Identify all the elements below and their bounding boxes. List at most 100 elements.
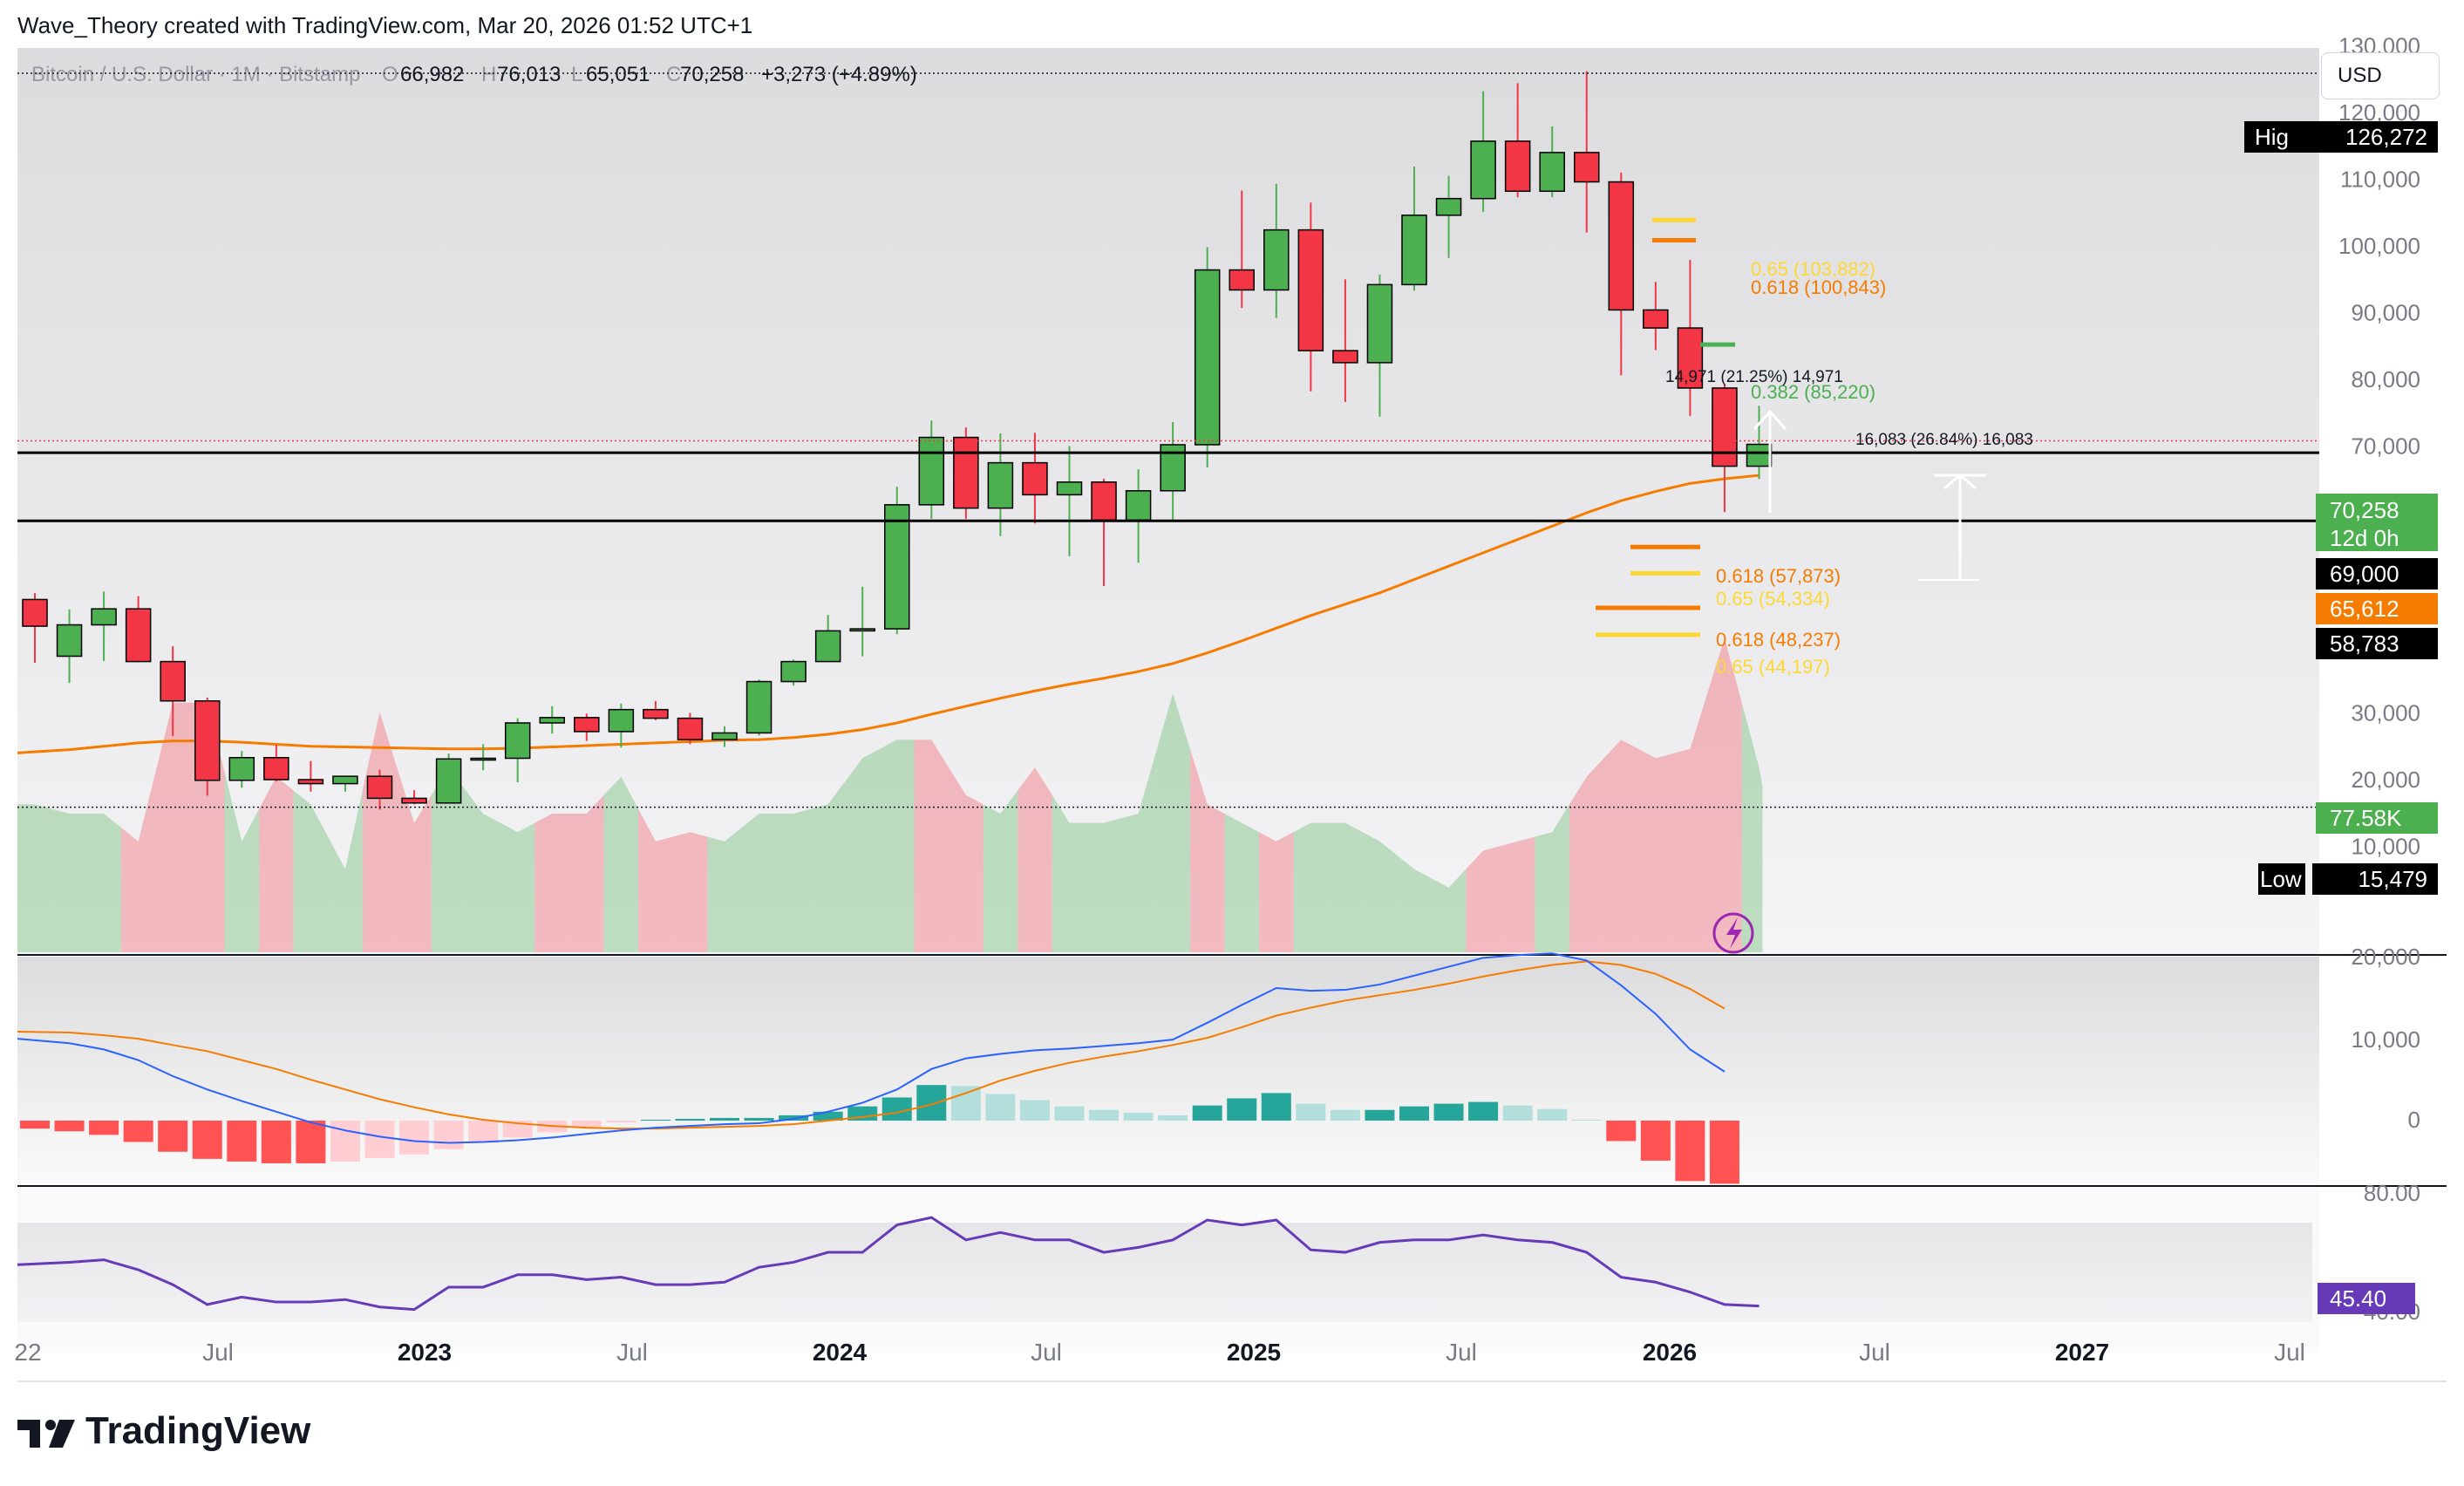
- macd-histogram-bar: [1227, 1098, 1257, 1121]
- volume-segment: [949, 767, 984, 952]
- volume-segment: [776, 808, 811, 952]
- price-tick-label: 30,000: [2351, 700, 2420, 726]
- time-axis-label: 2024: [813, 1339, 868, 1366]
- volume-segment: [120, 772, 156, 952]
- macd-histogram-bar: [330, 1121, 360, 1162]
- macd-histogram-bar: [1571, 1119, 1602, 1121]
- symbol-label: Bitcoin / U.S. Dollar · 1M · Bitstamp: [31, 63, 360, 86]
- drawing-overlay[interactable]: 0.65 (103,882)0.618 (100,843) 0.382 (85,2…: [17, 72, 2319, 808]
- price-tick-label: 110,000: [2340, 167, 2420, 193]
- volume-segment: [51, 808, 87, 952]
- candle-body: [1677, 327, 1704, 389]
- candle: [987, 433, 1014, 536]
- volume-segment: [155, 702, 190, 952]
- macd-histogram-bar: [1019, 1100, 1050, 1121]
- close-value: 70,258: [680, 63, 744, 86]
- level-58783-tag: [2316, 628, 2438, 659]
- rsi-value: 45.40: [2330, 1285, 2386, 1312]
- moving-average: [17, 474, 1760, 754]
- candle: [1229, 190, 1255, 309]
- price-tick-label: 90,000: [2351, 300, 2420, 326]
- volume-segment: [914, 740, 950, 952]
- brand-name: TradingView: [85, 1409, 311, 1452]
- candle-body: [1056, 481, 1083, 496]
- candle: [125, 596, 152, 663]
- volume-segment: [17, 804, 52, 952]
- candle: [1574, 71, 1600, 233]
- candle: [677, 712, 704, 745]
- open-value: 66,982: [400, 63, 464, 86]
- candle: [1504, 83, 1531, 198]
- main-pane-bg: [17, 48, 2319, 955]
- volume-segment: [1018, 767, 1052, 952]
- volume-segment: [362, 712, 398, 952]
- volume-segment: [1638, 748, 1673, 952]
- candle-body: [987, 461, 1014, 509]
- volume-segment: [1603, 740, 1639, 952]
- candle: [1022, 433, 1048, 524]
- time-axis-label: 2026: [1643, 1339, 1697, 1366]
- candle-body: [1297, 228, 1324, 351]
- bolt-icon[interactable]: [1712, 912, 1754, 954]
- volume-segment: [1259, 832, 1294, 952]
- candle: [1091, 478, 1117, 587]
- macd-histogram-bar: [89, 1121, 119, 1135]
- candle-body: [884, 504, 910, 630]
- macd-histogram-bar: [1433, 1103, 1464, 1121]
- volume-segment: [879, 740, 915, 952]
- macd-histogram-bar: [296, 1121, 326, 1163]
- candle-body: [711, 732, 738, 740]
- macd-histogram-bar: [1502, 1105, 1533, 1121]
- macd-histogram-bar: [1296, 1103, 1326, 1121]
- price-scale[interactable]: 130,000120,000110,000100,00090,00080,000…: [2244, 33, 2438, 1326]
- volume-segment: [500, 822, 535, 952]
- candle-body: [1229, 269, 1255, 291]
- candle-body: [1263, 228, 1290, 291]
- candle: [22, 592, 48, 664]
- candle-body: [1435, 197, 1462, 216]
- candle-body: [228, 757, 255, 781]
- change-value: +3,273 (+4.89%): [761, 63, 917, 86]
- candle: [263, 745, 289, 782]
- candle: [56, 609, 83, 684]
- volume-segment: [293, 790, 329, 952]
- candle-body: [677, 717, 704, 740]
- candle-body: [435, 758, 462, 804]
- volume-segment: [1120, 753, 1156, 952]
- time-axis-label: 2027: [2055, 1339, 2109, 1366]
- macd-histogram-bar: [364, 1121, 395, 1158]
- macd-histogram-bar: [1089, 1109, 1120, 1121]
- macd-histogram-bar: [744, 1117, 774, 1121]
- macd-histogram-bar: [468, 1121, 499, 1143]
- candle-body: [297, 779, 324, 785]
- ma-line: [17, 474, 1760, 754]
- macd-pane-bg: [17, 957, 2319, 1185]
- volume-value-tag: [2316, 802, 2438, 834]
- measure-arrowhead-1: [1753, 409, 1787, 431]
- rsi-line: [17, 1216, 1760, 1312]
- candle-body: [366, 775, 393, 800]
- price-tick-label: 70,000: [2351, 433, 2420, 460]
- currency-button[interactable]: USD: [2321, 52, 2440, 99]
- macd-histogram-bar: [54, 1121, 85, 1132]
- volume-segment: [983, 790, 1018, 952]
- candle-body: [91, 608, 117, 626]
- time-axis[interactable]: 22 Jul 2023 Jul 2024 Jul 2025 Jul 2026 Jul 2027 Jul: [14, 1339, 2304, 1366]
- candle: [711, 726, 738, 747]
- volume-value: 77.58K: [2330, 805, 2402, 831]
- macd-histogram-bar: [192, 1121, 222, 1159]
- volume-segment: [1328, 822, 1363, 952]
- candle: [953, 427, 979, 519]
- time-axis-label: Jul: [1446, 1339, 1477, 1366]
- price-tick-label: 100,000: [2338, 233, 2420, 259]
- macd-histogram-bar: [710, 1117, 739, 1121]
- candle-body: [1574, 152, 1600, 183]
- candle: [539, 706, 565, 734]
- macd-histogram-bar: [1468, 1101, 1499, 1121]
- macd-histogram-bar: [227, 1121, 257, 1162]
- candle-body: [194, 699, 221, 781]
- candle: [228, 751, 255, 788]
- candle-body: [1643, 309, 1669, 329]
